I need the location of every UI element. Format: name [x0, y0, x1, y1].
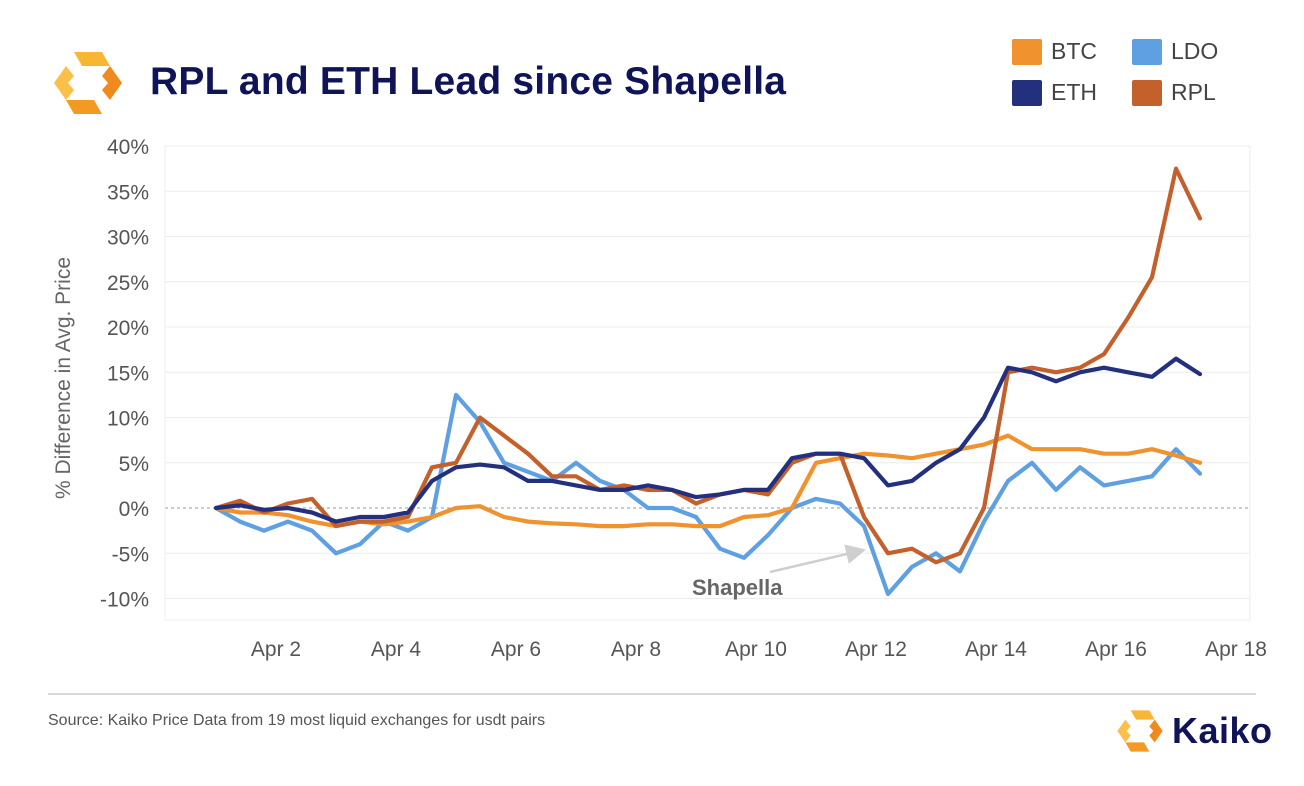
- x-tick-label: Apr 2: [251, 638, 301, 661]
- chart-series: [213, 166, 1203, 597]
- y-tick-label: 10%: [107, 408, 149, 431]
- y-axis-label: % Difference in Avg. Price: [52, 257, 75, 499]
- kaiko-brand-icon: [1117, 710, 1163, 752]
- x-tick-label: Apr 8: [611, 638, 661, 661]
- series-line-eth: [213, 356, 1203, 524]
- shapella-arrow: [769, 544, 866, 574]
- legend-item-rpl: RPL: [1132, 79, 1216, 106]
- series-line-btc: [213, 433, 1203, 529]
- x-tick-label: Apr 14: [965, 638, 1027, 661]
- shapella-annotation: Shapella: [692, 575, 783, 600]
- y-tick-label: 5%: [119, 453, 149, 476]
- kaiko-brand: Kaiko: [1116, 706, 1273, 756]
- kaiko-logo-icon: [54, 52, 122, 114]
- x-tick-label: Apr 10: [725, 638, 787, 661]
- legend-label-btc: BTC: [1051, 38, 1097, 64]
- y-tick-label: 40%: [107, 136, 149, 159]
- legend-label-eth: ETH: [1051, 79, 1097, 105]
- brand-name: Kaiko: [1172, 710, 1273, 751]
- y-tick-label: -5%: [112, 543, 149, 566]
- y-axis-tick-labels: -10% -5% 0% 5% 10% 15% 20% 25% 30% 35% 40%: [100, 136, 149, 612]
- y-tick-label: 25%: [107, 272, 149, 295]
- series-line-rpl: [213, 166, 1203, 565]
- legend-swatch-ldo: [1132, 38, 1162, 65]
- chart-legend: BTC LDO ETH RPL: [1012, 38, 1272, 118]
- y-tick-label: 15%: [107, 362, 149, 385]
- footer-divider: [48, 693, 1256, 695]
- source-note: Source: Kaiko Price Data from 19 most li…: [48, 712, 546, 729]
- y-tick-label: 35%: [107, 181, 149, 204]
- x-tick-label: Apr 6: [491, 638, 541, 661]
- legend-swatch-btc: [1012, 38, 1042, 65]
- chart-gridlines: [164, 145, 1251, 621]
- legend-swatch-rpl: [1132, 79, 1162, 106]
- chart-title: RPL and ETH Lead since Shapella: [150, 60, 787, 103]
- x-tick-label: Apr 12: [845, 638, 907, 661]
- y-tick-label: 30%: [107, 227, 149, 250]
- x-tick-label: Apr 4: [371, 638, 422, 661]
- legend-item-ldo: LDO: [1132, 38, 1218, 65]
- x-axis-tick-labels: Apr 2 Apr 4 Apr 6 Apr 8 Apr 10 Apr 12 Apr 14 Ap…: [251, 638, 1267, 661]
- y-tick-label: 20%: [107, 317, 149, 340]
- x-tick-label: Apr 18: [1205, 638, 1267, 661]
- y-tick-label: -10%: [100, 589, 149, 612]
- legend-item-btc: BTC: [1012, 38, 1097, 65]
- x-tick-label: Apr 16: [1085, 638, 1147, 661]
- legend-swatch-eth: [1012, 79, 1042, 106]
- line-chart: -10%-5%0%5%10%15%20%25%30%35%40% Apr 2 Ap…: [52, 136, 1267, 661]
- legend-item-eth: ETH: [1012, 79, 1097, 106]
- y-tick-label: 0%: [119, 498, 149, 521]
- legend-label-rpl: RPL: [1171, 79, 1216, 105]
- legend-label-ldo: LDO: [1171, 38, 1219, 64]
